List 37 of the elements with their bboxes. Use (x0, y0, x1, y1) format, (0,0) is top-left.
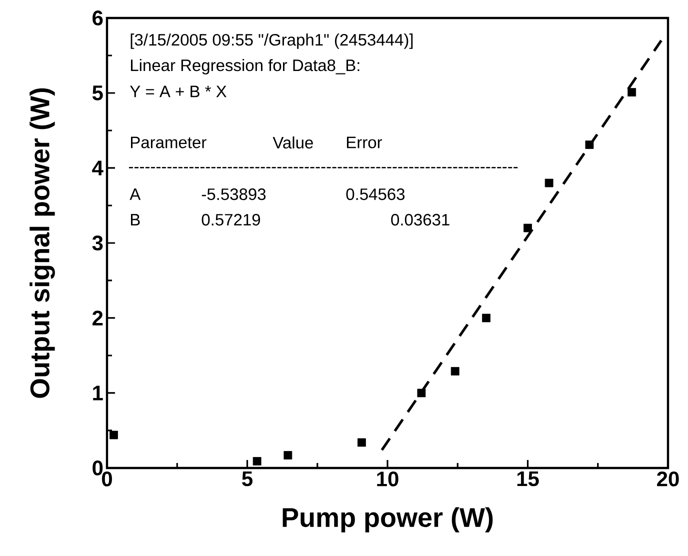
point (450, 367, 460, 376)
y-tick-label: 5 (92, 86, 103, 100)
point (110, 430, 118, 440)
x-axis-title: Pump power (W) (282, 507, 493, 532)
annotation: ----------------------------------------------------------------------- (128, 166, 518, 168)
annotation: Y = A + B * X (130, 86, 227, 98)
annotation: B (130, 214, 140, 226)
y-axis-title: Output signal power (W) (30, 88, 55, 398)
y-tick-label: 2 (92, 310, 103, 326)
annotation: [3/15/2005 09:55 "/Graph1" (2453444)] (130, 34, 413, 49)
point (524, 224, 532, 232)
annotation: Linear Regression for Data8_B: (130, 59, 360, 74)
point (482, 314, 490, 322)
annotation: Error (346, 136, 382, 148)
y-tick-label: 0 (92, 460, 103, 476)
point (585, 140, 594, 149)
point (252, 457, 262, 466)
y-tick-label: 1 (93, 386, 103, 400)
y-tick-label: 4 (92, 160, 104, 176)
point (357, 438, 366, 447)
annotation: -5.53893 (202, 188, 266, 200)
point (284, 451, 292, 460)
x-tick-label: 5 (242, 472, 253, 486)
point (628, 88, 636, 96)
annotation: Value (272, 136, 313, 149)
x-tick-label: 10 (377, 472, 398, 486)
annotation: Parameter (130, 136, 206, 148)
x-tick-label: 15 (517, 472, 539, 486)
annotation: 0.03631 (391, 214, 450, 226)
x-tick-label: 20 (657, 472, 679, 486)
point (544, 178, 554, 188)
point (417, 388, 426, 398)
y-tick-label: 6 (92, 10, 103, 26)
annotation: A (130, 188, 141, 200)
annotation: 0.57219 (202, 214, 260, 226)
annotation: 0.54563 (346, 188, 405, 200)
y-tick-label: 3 (92, 236, 103, 250)
